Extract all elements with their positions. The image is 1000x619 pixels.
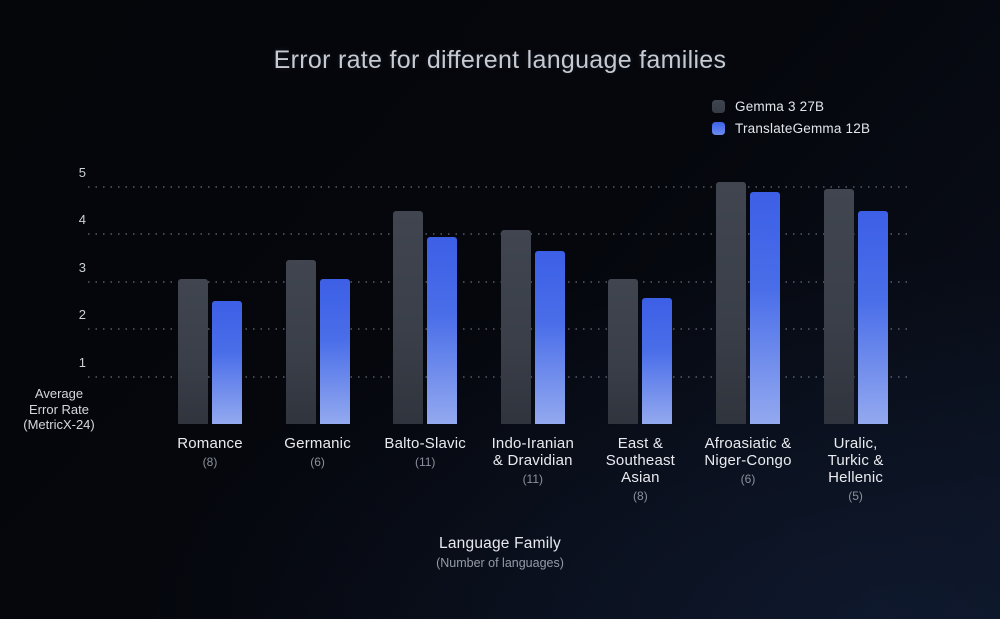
bar-translategemma-12b-germanic bbox=[319, 279, 350, 424]
bar-translategemma-12b-romance bbox=[212, 300, 242, 424]
legend-swatch-gray bbox=[712, 100, 725, 113]
x-category-label-uralic-turkic-hellenic: Uralic, Turkic & Hellenic (5) bbox=[781, 435, 931, 503]
legend-item-translategemma-12b: TranslateGemma 12B bbox=[712, 121, 870, 136]
bar-gemma-3-27b-afroasiatic-niger-congo bbox=[716, 182, 746, 424]
bar-gemma-3-27b-romance bbox=[178, 279, 208, 424]
x-category-name: Uralic, Turkic & Hellenic bbox=[827, 435, 884, 486]
gridline-y-2 bbox=[88, 328, 912, 331]
bar-gemma-3-27b-east-southeast-asian bbox=[608, 279, 639, 424]
x-category-count: (8) bbox=[202, 455, 218, 469]
x-category-name: Romance bbox=[177, 435, 243, 452]
x-category-label-afroasiatic-niger-congo: Afroasiatic & Niger-Congo (6) bbox=[673, 435, 823, 486]
bar-translategemma-12b-east-southeast-asian bbox=[642, 298, 673, 424]
y-tick-label-3: 3 bbox=[78, 259, 86, 275]
x-category-name: Balto-Slavic bbox=[384, 435, 466, 452]
x-category-count: (8) bbox=[633, 489, 648, 503]
gridline-y-5 bbox=[88, 186, 912, 188]
bar-gemma-3-27b-uralic-turkic-hellenic bbox=[823, 189, 854, 424]
y-tick-label-5: 5 bbox=[78, 165, 86, 180]
x-category-count: (6) bbox=[310, 455, 325, 469]
bar-translategemma-12b-afroasiatic-niger-congo bbox=[750, 191, 780, 424]
x-category-label-east-southeast-asian: East & Southeast Asian (8) bbox=[565, 435, 715, 503]
x-category-count: (11) bbox=[414, 455, 436, 469]
bar-translategemma-12b-indo-iranian-dravidian bbox=[534, 250, 565, 424]
legend-label-gemma-3-27b: Gemma 3 27B bbox=[735, 99, 825, 114]
legend-label-translategemma-12b: TranslateGemma 12B bbox=[735, 121, 871, 136]
x-category-count: (6) bbox=[740, 472, 756, 486]
x-axis-label: Language Family bbox=[439, 535, 561, 552]
bar-translategemma-12b-uralic-turkic-hellenic bbox=[857, 210, 888, 424]
y-tick-label-4: 4 bbox=[78, 212, 86, 228]
x-category-count: (5) bbox=[848, 489, 863, 503]
x-category-label-romance: Romance (8) bbox=[135, 435, 285, 469]
y-axis-label: Average Error Rate (MetricX-24) bbox=[23, 386, 95, 432]
legend-swatch-blue bbox=[712, 122, 725, 135]
x-category-name: Germanic bbox=[284, 435, 351, 452]
x-category-label-germanic: Germanic (6) bbox=[243, 435, 393, 469]
x-category-name: Afroasiatic & Niger-Congo bbox=[704, 435, 792, 469]
gridline-y-3 bbox=[88, 280, 912, 283]
bar-translategemma-12b-balto-slavic bbox=[427, 236, 458, 424]
y-tick-label-1: 1 bbox=[78, 354, 86, 370]
x-axis-sublabel: (Number of languages) bbox=[436, 556, 564, 570]
gridline-y-1 bbox=[88, 375, 912, 378]
x-category-name: East & Southeast Asian bbox=[605, 435, 676, 486]
legend: Gemma 3 27B TranslateGemma 12B bbox=[712, 99, 870, 143]
bar-gemma-3-27b-germanic bbox=[285, 260, 316, 424]
y-tick-label-2: 2 bbox=[78, 307, 86, 323]
gridline-y-4 bbox=[88, 233, 912, 236]
legend-item-gemma-3-27b: Gemma 3 27B bbox=[712, 99, 870, 114]
x-category-label-balto-slavic: Balto-Slavic (11) bbox=[350, 435, 500, 469]
bar-gemma-3-27b-indo-iranian-dravidian bbox=[500, 229, 531, 424]
bar-gemma-3-27b-balto-slavic bbox=[393, 210, 424, 424]
x-category-count: (11) bbox=[522, 472, 544, 486]
x-category-label-indo-iranian-dravidian: Indo-Iranian & Dravidian (11) bbox=[458, 435, 608, 486]
x-category-name: Indo-Iranian & Dravidian bbox=[491, 435, 575, 469]
chart-title: Error rate for different language famili… bbox=[273, 46, 727, 74]
